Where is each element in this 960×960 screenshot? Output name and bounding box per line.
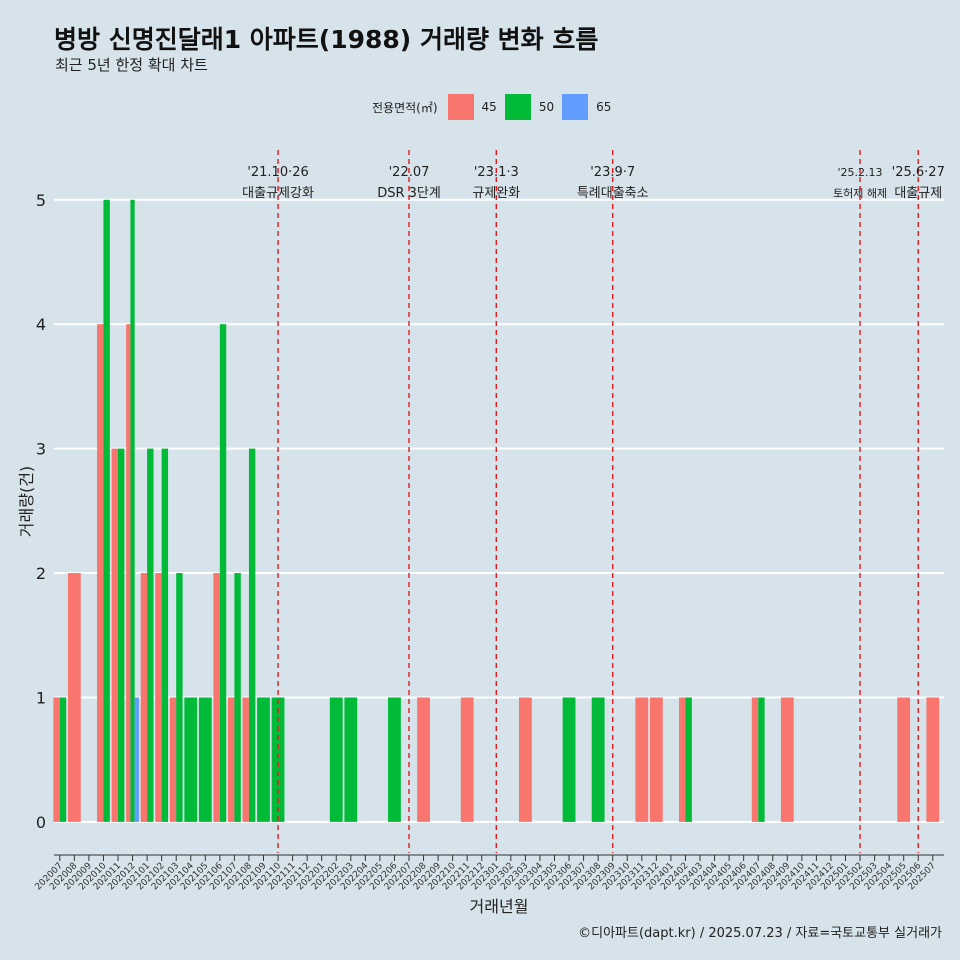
event-date-label: '21.10·26 [247,165,308,180]
chart-caption: ©디아파트(dapt.kr) / 2025.07.23 / 자료=국토교통부 실… [578,926,942,941]
y-tick-label: 3 [36,440,46,459]
bar-202308-50 [591,697,605,822]
bar-202306-50 [562,697,576,822]
bar-202407-45 [751,697,759,822]
legend-item-45: 45 [447,94,497,120]
y-axis-title: 거래량(건) [17,466,36,537]
bar-202108-50 [248,448,256,822]
legend-title: 전용면적(㎡) [372,100,438,115]
y-tick-label: 4 [36,315,46,334]
bar-202202-50 [329,697,343,822]
bar-202505-45 [897,697,911,822]
bar-202012-50 [130,199,135,822]
legend-key-65 [562,94,589,120]
chart-subtitle: 최근 5년 한정 확대 차트 [55,56,208,74]
bar-202402-50 [685,697,692,822]
legend-label-65: 65 [596,100,612,114]
bar-202507-45 [926,697,940,822]
bar-202106-45 [213,573,220,822]
bar-202010-50 [103,199,110,822]
event-name-label: DSR 3단계 [377,186,441,201]
bar-202012-65 [134,697,139,822]
bar-202211-45 [460,697,474,822]
event-date-label: '23.1·3 [474,165,519,180]
bar-202103-50 [176,573,183,822]
event-date-label: '23.9·7 [590,165,635,180]
bar-202101-45 [140,573,148,822]
bar-202110-50 [271,697,285,822]
bar-202007-45 [53,697,60,822]
event-name-label: 규제완화 [472,186,520,201]
y-tick-label: 5 [36,191,46,210]
chart-title: 병방 신명진달래1 아파트(1988) 거래량 변화 흐름 [54,25,599,54]
bar-202103-45 [169,697,177,822]
bar-202102-45 [155,573,162,822]
bar-202104-50 [184,697,198,822]
event-date-label: '25.6·27 [892,165,945,180]
legend-label-50: 50 [538,100,555,114]
event-date-label: '25.2.13 [838,166,883,179]
legend: 전용면적(㎡) 45 50 65 [372,93,619,121]
bar-202203-50 [344,697,358,822]
legend-item-65: 65 [562,94,611,120]
event-name-label: 토허제 해제 [833,186,887,200]
event-date-label: '22.07 [389,165,430,180]
bar-202105-50 [198,697,212,822]
bar-202206-50 [388,697,401,822]
y-tick-label: 2 [36,564,46,583]
legend-label-45: 45 [481,100,497,114]
y-tick-label: 1 [36,688,46,707]
bar-202109-50 [257,697,270,822]
bar-202011-50 [118,448,125,822]
bar-202407-50 [758,697,765,822]
bar-202107-45 [228,697,235,822]
bar-202402-45 [679,697,686,822]
bar-202311-45 [635,697,649,822]
bar-202010-45 [97,324,104,822]
legend-item-50: 50 [504,94,555,120]
event-name-label: 대출규제 [894,186,942,201]
bar-202106-50 [219,324,227,822]
legend-key-45 [447,94,474,120]
bar-202012-45 [126,324,131,822]
bar-202409-45 [780,697,794,822]
bar-202008-45 [67,573,81,822]
bar-202303-45 [519,697,532,822]
legend-key-50 [504,94,531,120]
bar-202011-45 [111,448,118,822]
bar-202312-45 [649,697,663,822]
bar-202007-50 [59,697,67,822]
bar-202102-50 [161,448,169,822]
event-name-label: 특례대출축소 [577,186,649,201]
x-axis-title: 거래년월 [470,897,529,916]
bar-202101-50 [147,448,154,822]
bar-202107-50 [234,573,241,822]
y-tick-label: 0 [36,813,46,832]
bar-202208-45 [417,697,430,822]
bar-202108-45 [242,697,249,822]
event-name-label: 대출규제강화 [242,186,314,201]
